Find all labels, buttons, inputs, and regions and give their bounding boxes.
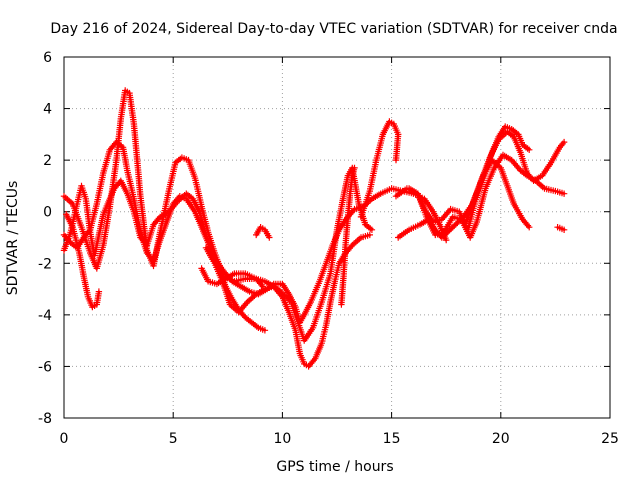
x-tick-label: 20: [492, 431, 510, 447]
y-axis-label: SDTVAR / TECUs: [5, 181, 21, 296]
x-axis-label: GPS time / hours: [276, 459, 393, 475]
plus-markers: [253, 224, 273, 241]
x-tick-label: 10: [273, 431, 291, 447]
x-tick-label: 0: [60, 431, 69, 447]
data-series-arc-9: [357, 118, 402, 221]
y-tick-label: 2: [43, 153, 52, 169]
y-tick-label: -4: [38, 308, 52, 324]
plus-markers: [462, 156, 533, 231]
data-series-arc-11: [392, 123, 533, 233]
y-tick-label: -2: [38, 256, 52, 272]
data-series-arc-8: [338, 164, 358, 308]
x-tick-label: 5: [169, 431, 178, 447]
y-tick-label: 4: [43, 102, 52, 118]
plus-markers: [60, 87, 376, 344]
data-layer: [60, 87, 568, 370]
axis-ticks: 0 5 10 15 20 25 -8 -6 -4 -2 0 2 4 6: [38, 50, 619, 447]
data-series-arc-1: [60, 87, 376, 344]
data-series-arc-4: [63, 211, 103, 311]
data-series-arc-12: [405, 151, 568, 241]
data-series-arc-3: [60, 177, 269, 334]
data-series-arc-13: [462, 156, 533, 231]
plus-markers: [357, 118, 402, 221]
data-series-arc-14: [554, 224, 568, 233]
y-tick-label: 6: [43, 50, 52, 66]
chart-title: Day 216 of 2024, Sidereal Day-to-day VTE…: [50, 21, 617, 37]
plus-markers: [338, 164, 358, 308]
plus-markers: [198, 265, 266, 290]
plus-markers: [63, 211, 103, 311]
plus-markers: [554, 224, 568, 233]
plus-markers: [392, 123, 533, 233]
y-tick-label: -8: [38, 411, 52, 427]
y-tick-label: -6: [38, 359, 52, 375]
plus-markers: [405, 151, 568, 241]
plus-markers: [202, 231, 373, 370]
y-tick-label: 0: [43, 205, 52, 221]
x-tick-label: 25: [601, 431, 619, 447]
plus-markers: [60, 138, 450, 326]
data-series-arc-5: [202, 231, 373, 370]
x-tick-label: 15: [383, 431, 401, 447]
data-series-arc-7: [253, 224, 273, 241]
data-series-arc-6: [198, 265, 266, 290]
